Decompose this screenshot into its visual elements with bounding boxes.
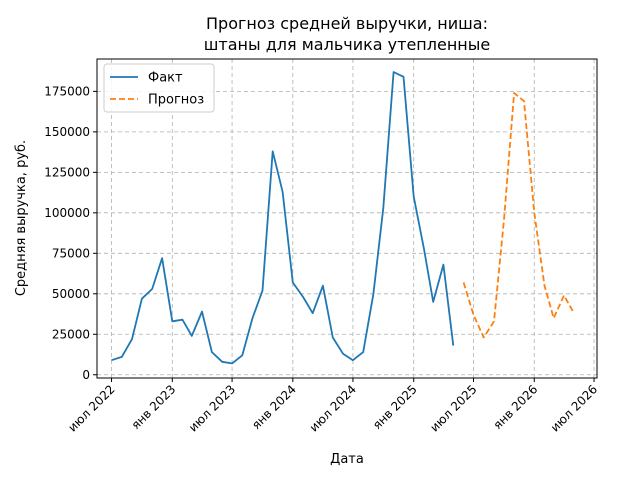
y-axis-ticks: 0 25000 50000 75000 100000 125000 150000 175000 [44, 84, 97, 382]
y-tick-label: 125000 [44, 165, 90, 179]
y-axis-label: Средняя выручка, руб. [14, 140, 29, 296]
series-lines [111, 71, 575, 365]
y-tick-label: 175000 [44, 84, 90, 98]
legend: Факт Прогноз [103, 63, 215, 113]
plot-frame [96, 58, 598, 379]
y-tick-label: 100000 [44, 206, 90, 220]
series-line-forecast [462, 92, 575, 339]
y-tick-label: 50000 [52, 287, 90, 301]
y-tick-label: 150000 [44, 125, 90, 139]
legend-label-fact: Факт [148, 71, 183, 86]
y-tick-label: 25000 [52, 327, 90, 341]
chart-title-line-2: штаны для мальчика утепленные [204, 35, 490, 54]
legend-box [103, 63, 215, 113]
y-tick-label: 75000 [52, 246, 90, 260]
grid [97, 59, 597, 378]
y-tick-label: 0 [82, 368, 90, 382]
x-axis-label: Дата [330, 452, 364, 467]
series-line-fact [111, 71, 455, 365]
legend-label-forecast: Прогноз [148, 93, 204, 108]
chart-title-line-1: Прогноз средней выручки, ниша: [206, 14, 488, 33]
